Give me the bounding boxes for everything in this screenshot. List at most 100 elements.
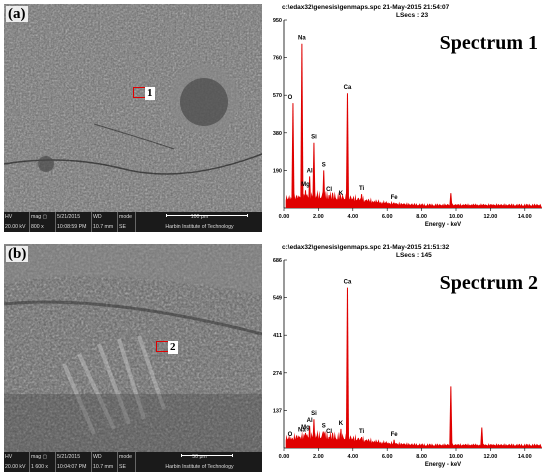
spectrum-peak-ca [345,93,350,208]
scale-bar [181,454,233,457]
spectrum-peak-mg [303,190,308,208]
peak-label-ti: Ti [359,429,365,435]
spectrum-continuum [285,429,542,448]
wd-value: 10.7 mm [93,224,114,230]
spectrum-continuum [285,189,542,208]
info-bar-b: HV 20.00 kV mag ▢ 1 600 x 5/21/2015 10:0… [4,452,262,472]
wd-label: WD [93,454,102,460]
spectrum-peak-al [308,426,312,448]
mode-cell: mode SE [118,452,136,472]
peak-label-k: K [339,191,344,197]
peak-label-cl: Cl [326,429,332,435]
sem-micrograph-a: (a) 1 [4,4,262,212]
scale-cell: 50 μm Harbin Institute of Technology [136,452,262,472]
time-value: 10:08:59 PM [57,224,87,230]
spectrum-peak-k [339,199,343,208]
x-tick-label: 10.00 [449,214,463,220]
spectrum-peak-ca [345,287,350,448]
spectrum-peak-s [322,431,326,448]
spectrum-peak [449,193,453,208]
spectrum-peak-cl [327,437,331,448]
wd-cell: WD 10.7 mm [92,452,118,472]
mode-value: SE [119,224,126,230]
panel-b: (b) 2 HV 20.00 kV mag ▢ 1 600 x 5/21/201… [0,240,550,476]
x-tick-label: 12.00 [484,214,498,220]
wd-cell: WD 10.7 mm [92,212,118,232]
scale-label: 100 μm [190,214,209,220]
spectrum-peak-si [312,419,316,448]
date-cell: 5/21/2015 10:04:07 PM [56,452,92,472]
spectrum-peak-o [291,103,295,208]
y-tick-label: 549 [273,296,282,302]
x-tick-label: 2.00 [313,214,324,220]
x-tick-label: 2.00 [313,454,324,460]
hv-value: 20.00 kV [5,224,26,230]
spectrum-peak [449,386,453,448]
hv-label: HV [5,214,13,220]
spectrum-header-lsecs: LSecs : 23 [396,12,429,19]
peak-label-si: Si [311,135,317,141]
spectrum-peak-na [300,43,304,208]
date-cell: 5/21/2015 10:08:59 PM [56,212,92,232]
sem-micrograph-b: (b) 2 [4,244,262,452]
y-tick-label: 686 [273,258,282,264]
x-tick-label: 6.00 [382,214,393,220]
spectrum-peak-al [308,176,312,208]
panel-letter-b: (b) [6,246,29,262]
y-tick-label: 137 [273,408,282,414]
mag-label: mag ▢ [31,454,48,460]
mag-cell: mag ▢ 1 600 x [30,452,56,472]
region-label-2: 2 [168,341,178,354]
peak-label-si: Si [311,411,317,417]
peak-label-ca: Ca [344,85,352,91]
spectrum-title: Spectrum 1 [439,32,538,54]
spectrum-b: c:\edax32\genesis\genmaps.spc 21-May-201… [270,240,548,476]
y-tick-label: 190 [273,168,282,174]
region-label-1: 1 [145,87,155,100]
peak-label-na: Na [298,36,306,42]
spectrum-plot-a: 950 760 570 380 190 0.00 2.00 4.00 6.00 8.00 10.00… [273,18,542,228]
spectrum-peak [480,427,484,448]
spectrum-header-path: c:\edax32\genesis\genmaps.spc 21-May-201… [282,244,450,251]
hv-label: HV [5,454,13,460]
time-value: 10:04:07 PM [57,464,87,470]
scale-cell: 100 μm Harbin Institute of Technology [136,212,262,232]
peak-label-mg: Mg [301,425,310,431]
peak-label-k: K [339,421,344,427]
peak-label-cl: Cl [326,187,332,193]
spectrum-peak-si [312,142,316,208]
peak-label-na: Na [298,428,306,434]
peak-label-s: S [322,162,326,168]
y-tick-label: 411 [273,333,282,339]
institution-label: Harbin Institute of Technology [165,464,234,470]
x-tick-label: 14.00 [518,454,532,460]
peak-label-fe: Fe [391,432,399,438]
panel-a: (a) 1 HV 20.00 kV mag ▢ 800 x 5/21/2015 … [0,0,550,236]
x-tick-label: 0.00 [279,454,290,460]
x-axis-label: Energy - keV [425,462,461,468]
spectrum-peak-s [322,170,326,208]
date-value: 5/21/2015 [57,214,81,220]
x-tick-label: 8.00 [416,454,427,460]
mode-value: SE [119,464,126,470]
peak-label-al: Al [307,168,313,174]
hv-cell: HV 20.00 kV [4,212,30,232]
mode-cell: mode SE [118,212,136,232]
x-tick-label: 4.00 [347,454,358,460]
x-tick-label: 10.00 [449,454,463,460]
x-tick-label: 14.00 [518,214,532,220]
x-tick-label: 4.00 [347,214,358,220]
scale-label: 50 μm [192,454,207,460]
x-tick-label: 12.00 [484,454,498,460]
wd-label: WD [93,214,102,220]
mag-cell: mag ▢ 800 x [30,212,56,232]
panel-letter-a: (a) [6,6,28,22]
date-value: 5/21/2015 [57,454,81,460]
wd-value: 10.7 mm [93,464,114,470]
y-tick-label: 950 [273,18,282,24]
x-tick-label: 6.00 [382,454,393,460]
hv-cell: HV 20.00 kV [4,452,30,472]
spectrum-plot-b: 686 549 411 274 137 0.00 2.00 4.00 6.00 8.00 10.00… [273,258,542,468]
institution-label: Harbin Institute of Technology [165,224,234,230]
mag-value: 800 x [31,224,44,230]
